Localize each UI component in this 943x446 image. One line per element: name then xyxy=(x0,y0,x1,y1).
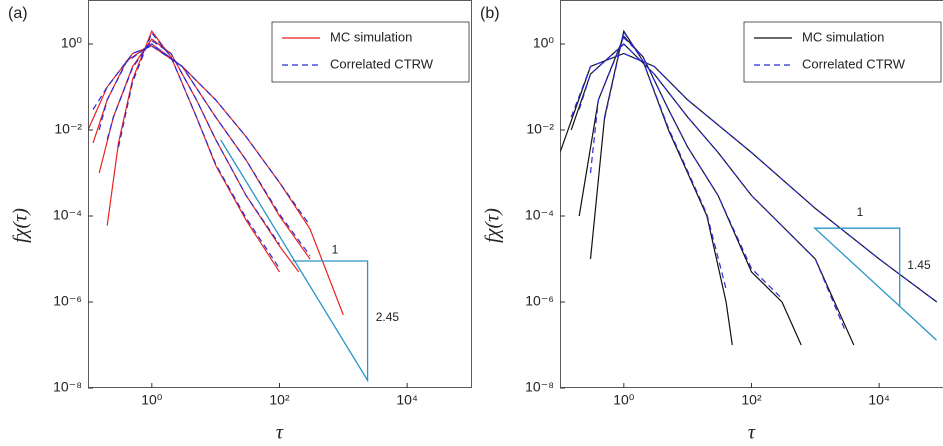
legend-label: Correlated CTRW xyxy=(330,56,434,71)
x-tick-label: 10⁴ xyxy=(396,392,418,408)
curve xyxy=(106,39,280,245)
y-tick-label: 10⁻⁶ xyxy=(525,293,554,309)
curve xyxy=(88,45,344,316)
y-axis-title: fχ(τ) xyxy=(482,208,504,243)
legend-label: Correlated CTRW xyxy=(802,56,906,71)
curve xyxy=(589,29,733,346)
x-tick-label: 10⁰ xyxy=(613,392,635,408)
y-tick-label: 10⁻⁴ xyxy=(53,207,82,223)
curve xyxy=(106,29,281,273)
x-tick-label: 10² xyxy=(269,392,290,408)
slope-triangle xyxy=(813,227,937,341)
y-tick-label: 10⁻⁶ xyxy=(53,293,82,309)
x-tick-label: 10² xyxy=(741,392,762,408)
panel-label: (a) xyxy=(8,5,28,22)
panel-label: (b) xyxy=(480,5,500,22)
curve xyxy=(578,43,847,333)
curve xyxy=(589,36,783,300)
slope-triangle xyxy=(220,139,369,383)
y-tick-label: 10⁻⁸ xyxy=(525,379,554,395)
y-tick-label: 10⁻² xyxy=(526,121,554,137)
curve xyxy=(117,31,281,269)
y-axis-title: fχ(τ) xyxy=(10,208,32,243)
y-tick-label: 10⁻² xyxy=(54,121,82,137)
x-axis-title: τ xyxy=(748,422,756,444)
annotation: 1 xyxy=(332,242,339,256)
annotation: 2.45 xyxy=(376,310,400,324)
plot-area xyxy=(560,29,938,346)
annotation: 1 xyxy=(857,205,864,219)
curve xyxy=(570,52,938,303)
annotation: 1.45 xyxy=(907,258,931,272)
legend-box xyxy=(271,21,470,83)
y-tick-label: 10⁰ xyxy=(61,35,83,51)
curve xyxy=(92,45,311,226)
x-tick-label: 10⁰ xyxy=(141,392,163,408)
curve xyxy=(578,35,802,346)
plot-area xyxy=(88,29,369,383)
curve xyxy=(98,38,300,273)
x-tick-label: 10⁴ xyxy=(868,392,890,408)
y-tick-label: 10⁰ xyxy=(533,35,555,51)
legend-label: MC simulation xyxy=(330,29,412,44)
x-axis-title: τ xyxy=(276,422,284,444)
curve xyxy=(604,30,727,290)
y-tick-label: 10⁻⁴ xyxy=(525,207,554,223)
curve xyxy=(570,43,855,346)
legend-box xyxy=(743,21,942,83)
y-tick-label: 10⁻⁸ xyxy=(53,379,82,395)
legend-label: MC simulation xyxy=(802,29,884,44)
